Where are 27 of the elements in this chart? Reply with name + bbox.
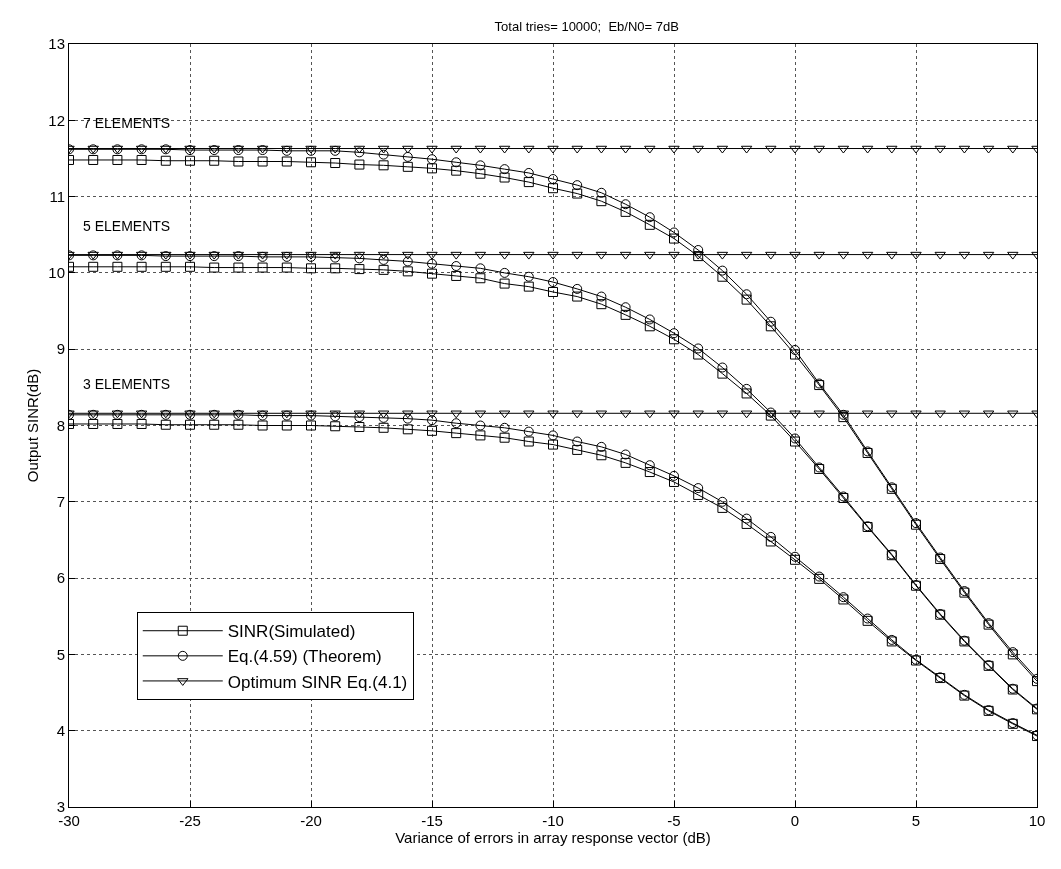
x-tick-label: -25 [179,812,201,829]
y-tick-label: 8 [56,416,65,434]
legend-label: SINR(Simulated) [227,622,356,642]
x-axis-title: Variance of errors in array response vector (dB) [395,829,711,846]
annotation: 3 ELEMENTS [83,376,171,392]
y-tick-label: 13 [48,35,65,53]
legend-label: Optimum SINR Eq.(4.1) [227,672,408,692]
y-tick-label: 11 [49,187,65,205]
y-tick-label: 12 [48,111,65,129]
y-axis-title: Output SINR(dB) [23,368,41,483]
legend-label: Eq.(4.59) (Theorem) [227,647,382,667]
y-tick-label: 5 [56,645,65,663]
x-tick-label: -10 [542,812,564,829]
y-tick-label: 9 [56,340,65,358]
annotation: 5 ELEMENTS [83,218,171,234]
x-tick-label: -15 [421,812,443,829]
x-tick-label: 10 [1028,812,1046,829]
x-tick-label: 0 [790,812,800,829]
y-tick-label: 10 [48,264,65,282]
annotation: 7 ELEMENTS [83,115,171,131]
y-tick-label: 7 [56,493,65,511]
y-tick-label: 6 [56,569,65,587]
y-tick-label: 4 [56,721,65,739]
chart-title: Total tries= 10000; Eb/N0= 7dB [494,18,679,34]
x-tick-label: -5 [667,812,681,829]
x-tick-label: -20 [300,812,322,829]
x-tick-label: 5 [911,812,921,829]
